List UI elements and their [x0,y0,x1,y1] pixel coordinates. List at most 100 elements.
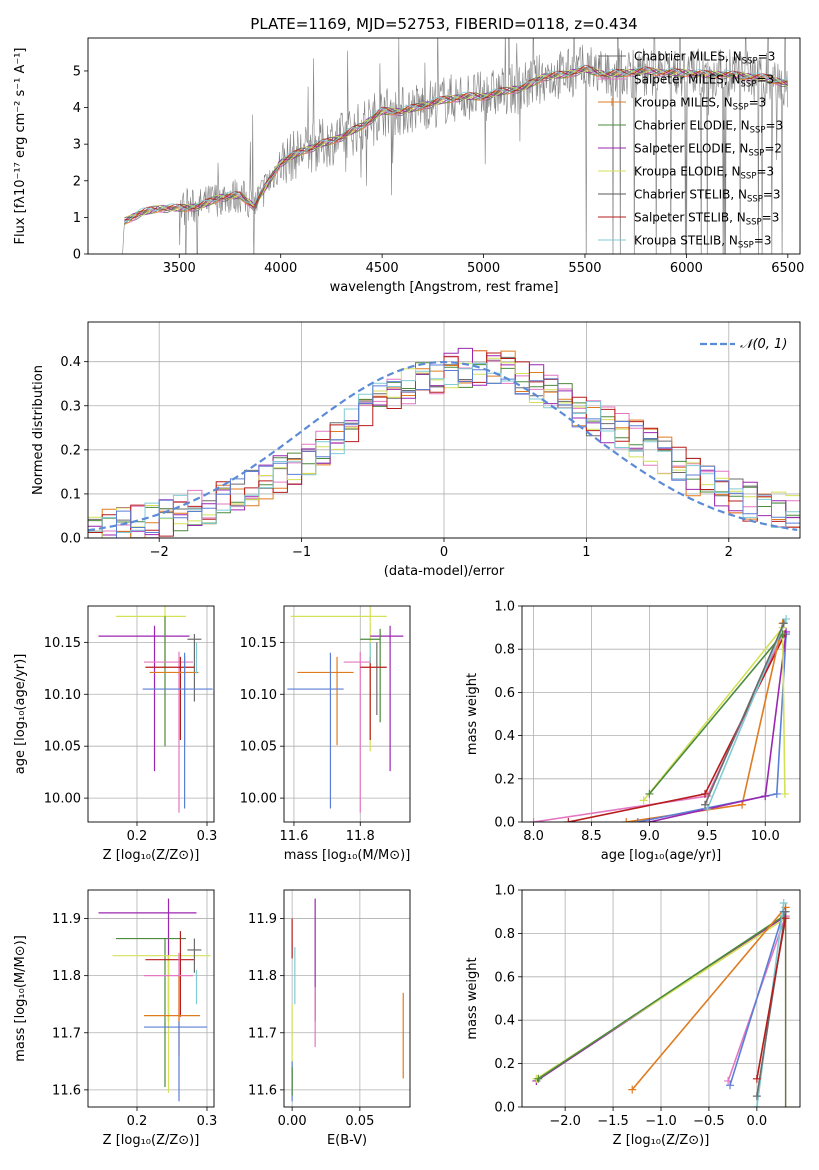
tick-label-y: 1 [73,211,81,226]
tick-label-x: 9.5 [697,829,718,844]
x-axis-label: E(B-V) [327,1133,367,1148]
tick-label-x: 6000 [670,261,703,276]
tick-label-y: 0.2 [494,772,515,787]
weight-marker [529,818,538,822]
weight-line [704,622,785,806]
tick-label-x: 0.2 [127,1114,148,1129]
weight-marker [645,789,654,798]
tick-label-y: 0.6 [494,970,515,985]
legend-label-value: =3 [749,96,767,110]
legend-label: Salpeter MILES, NSSP=3 [634,73,774,90]
weight-line [568,633,786,822]
legend-label: Chabrier STELIB, NSSP=3 [634,188,781,205]
tick-label-y: 0.4 [494,729,515,744]
tick-label-x: 1 [582,545,590,560]
weight-marker [782,614,791,623]
weight-line [537,915,785,1080]
legend-label-sub: SSP [747,195,763,205]
legend-label: Chabrier MILES, NSSP=3 [634,50,775,67]
x-axis-label: Z [log₁₀(Z/Z⊙)] [103,848,200,863]
tick-label-y: 1.0 [494,884,515,899]
panel-mass-vs-ebv: 0.00 0.05 11.6 11.7 11.8 11.9 E(B-V) [248,889,411,1148]
tick-label-y: 0.0 [60,532,81,547]
legend-label-text: Chabrier STELIB, N [634,188,747,202]
plot-area [529,614,791,822]
legend-label: 𝒩(0, 1) [740,337,787,352]
weight-line [729,911,785,1086]
tick-label-x: 10.0 [751,829,780,844]
tick-label-y: 0.8 [494,643,515,658]
legend-label: Salpeter STELIB, NSSP=3 [634,211,779,228]
weight-line [756,918,787,1079]
weight-marker [703,805,712,814]
axes-frame [521,889,801,1108]
tick-label-x: 8.0 [523,829,544,844]
observed-spectrum-line [122,38,788,254]
tick-label-y: 0.2 [494,1057,515,1072]
weight-marker [752,1103,761,1107]
model-spectrum-line [124,68,789,225]
weight-marker [780,789,789,798]
tick-label-y: 11.9 [248,912,277,927]
legend-label-sub: SSP [748,149,764,159]
legend-label-sub: SSP [741,80,757,90]
panel-age-vs-mass: 11.6 11.8 10.00 10.05 10.10 10.15 mass [log₁₀(… [240,605,411,863]
plot-area [98,606,213,813]
histogram-step [88,364,800,538]
weight-marker [761,792,770,801]
y-axis-label: Normed distribution [31,365,46,495]
y-axis-label: Flux [fλ10⁻¹⁷ erg cm⁻² s⁻¹ A⁻¹] [13,48,28,245]
axes-frame [521,605,801,823]
weight-line [648,633,784,795]
tick-label-x: 2 [725,545,733,560]
histogram-step [88,352,800,537]
weight-line [631,906,787,1091]
tick-label-y: 10.10 [240,688,277,703]
tick-label-y: 11.8 [248,969,277,984]
legend-label-sub: SSP [746,218,762,228]
tick-label-y: 0.0 [494,1101,515,1116]
plot-area [88,347,800,538]
tick-label-x: 4000 [264,261,297,276]
weight-marker [701,789,710,798]
tick-label-y: 4 [73,101,81,116]
tick-label-y: 10.15 [44,636,81,651]
legend-label-text: Kroupa ELODIE, N [634,165,741,179]
tick-label-x: 6500 [771,261,804,276]
plot-area [98,898,211,1102]
tick-label-x: 0.2 [127,829,148,844]
weight-marker [645,818,654,822]
legend-label: Kroupa STELIB, NSSP=3 [634,234,772,251]
tick-label-x: 0 [440,545,448,560]
tick-label-y: 3 [73,138,81,153]
weight-marker [564,818,573,822]
axes-frame [283,889,411,1108]
weight-marker [726,1081,735,1090]
tick-label-y: 11.7 [248,1026,277,1041]
legend-label-value: =3 [766,119,784,133]
tick-label-x: 0.3 [197,829,218,844]
weight-marker [752,1074,761,1083]
tick-label-y: 11.8 [52,969,81,984]
tick-label-x: 0.05 [345,1114,374,1129]
axes-frame [87,37,801,255]
tick-label-x: 0.0 [747,1114,768,1129]
histogram-step [88,362,800,533]
weight-marker [534,1074,543,1083]
weight-line [637,634,787,822]
tick-label-y: 0.8 [494,927,515,942]
tick-label-y: 0.1 [60,487,81,502]
tick-label-x: 5000 [467,261,500,276]
tick-label-y: 0.2 [60,443,81,458]
tick-label-y: 11.6 [52,1083,81,1098]
tick-label-x: 3500 [163,261,196,276]
weight-marker [622,818,631,822]
tick-label-x: −0.5 [693,1114,725,1129]
weight-line [706,618,787,810]
tick-label-x: −2.0 [549,1114,581,1129]
axes-frame [283,605,411,823]
legend-label-text: Salpeter MILES, N [634,73,741,87]
tick-label-x: −1.5 [597,1114,629,1129]
tick-label-y: 2 [73,174,81,189]
